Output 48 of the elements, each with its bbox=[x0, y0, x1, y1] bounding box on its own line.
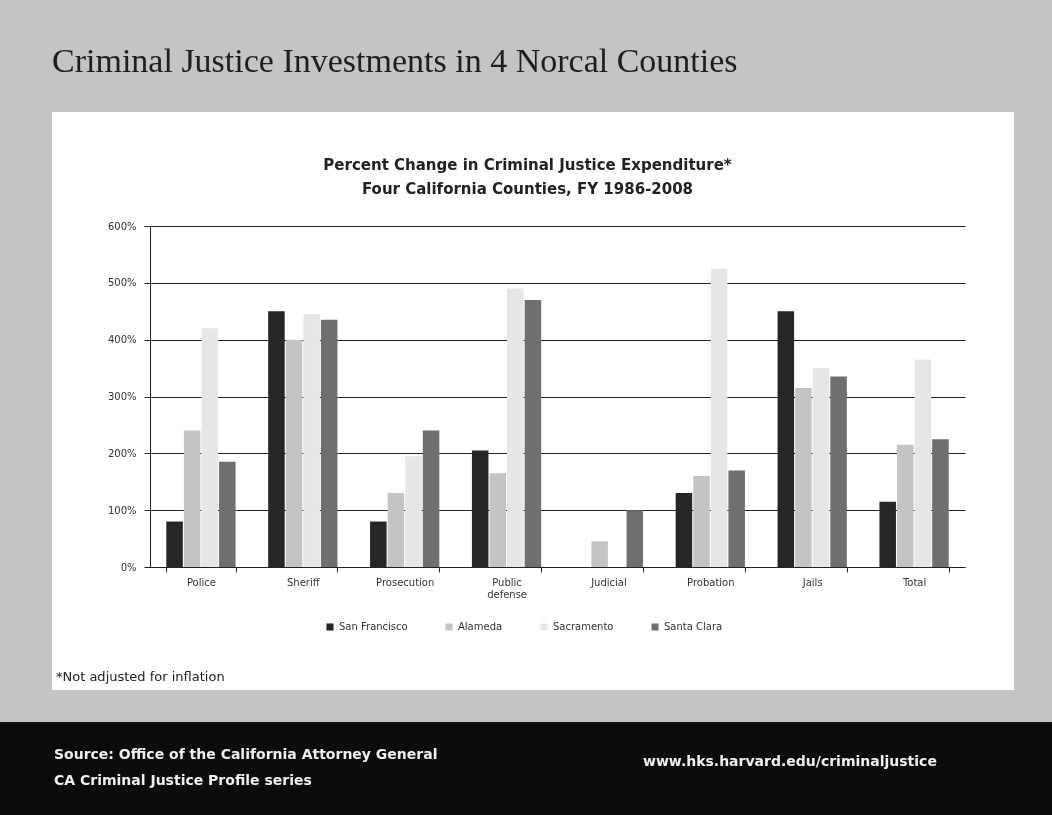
x-tick-label: Sheriff bbox=[287, 576, 321, 588]
y-tick-label: 500% bbox=[107, 277, 137, 289]
bar bbox=[710, 268, 728, 567]
x-tick-label: Prosecution bbox=[376, 576, 435, 588]
bar bbox=[320, 319, 338, 567]
bar bbox=[830, 376, 847, 567]
y-tick-label: 400% bbox=[107, 334, 137, 346]
chart-title: Criminal Justice Investments in 4 Norcal Counties bbox=[52, 42, 738, 79]
bar bbox=[489, 473, 507, 567]
y-tick-label: 300% bbox=[107, 391, 137, 402]
bar bbox=[219, 461, 236, 567]
y-tick-label: 0% bbox=[120, 561, 137, 573]
bar bbox=[897, 444, 914, 567]
x-tick-label: Probation bbox=[687, 576, 735, 588]
chart-subtitle: Percent Change in Criminal Justice Expenditure* Four California Counties, FY 1986-2008 bbox=[323, 156, 732, 198]
text: CA Criminal Justice Profile series bbox=[54, 772, 312, 788]
text: *Not adjusted for inflation bbox=[56, 669, 225, 684]
bar bbox=[524, 299, 542, 567]
y-tick-label: 600% bbox=[107, 220, 137, 232]
bar bbox=[387, 493, 405, 567]
bar bbox=[591, 541, 608, 567]
bar bbox=[183, 430, 201, 567]
bar bbox=[422, 430, 440, 567]
bar bbox=[812, 368, 830, 567]
legend-label: Sacramento bbox=[553, 621, 614, 632]
bar bbox=[201, 328, 218, 567]
bar bbox=[405, 456, 422, 567]
bar bbox=[285, 339, 303, 567]
bar bbox=[626, 510, 644, 567]
bar bbox=[693, 476, 710, 567]
y-tick-label: 200% bbox=[107, 447, 137, 459]
text: www.hks.harvard.edu/criminaljustice bbox=[643, 753, 937, 769]
bar bbox=[932, 439, 949, 567]
bar bbox=[507, 288, 524, 567]
legend-label: Alameda bbox=[458, 621, 503, 632]
bar bbox=[728, 470, 745, 567]
x-tick-label: Judicial bbox=[590, 576, 627, 588]
bar bbox=[303, 314, 320, 567]
y-tick-label: 100% bbox=[107, 504, 137, 516]
x-tick-label: Public defense bbox=[487, 576, 527, 600]
bar bbox=[914, 359, 932, 567]
x-tick-label: Police bbox=[186, 576, 216, 588]
x-tick-label: Total bbox=[901, 576, 927, 588]
legend-label: San Francisco bbox=[339, 621, 408, 632]
source-note: Source: Office of the California Attorney General bbox=[54, 746, 438, 762]
bar bbox=[795, 387, 812, 567]
legend-label: Santa Clara bbox=[664, 621, 723, 632]
x-tick-label: Jails bbox=[801, 576, 823, 588]
